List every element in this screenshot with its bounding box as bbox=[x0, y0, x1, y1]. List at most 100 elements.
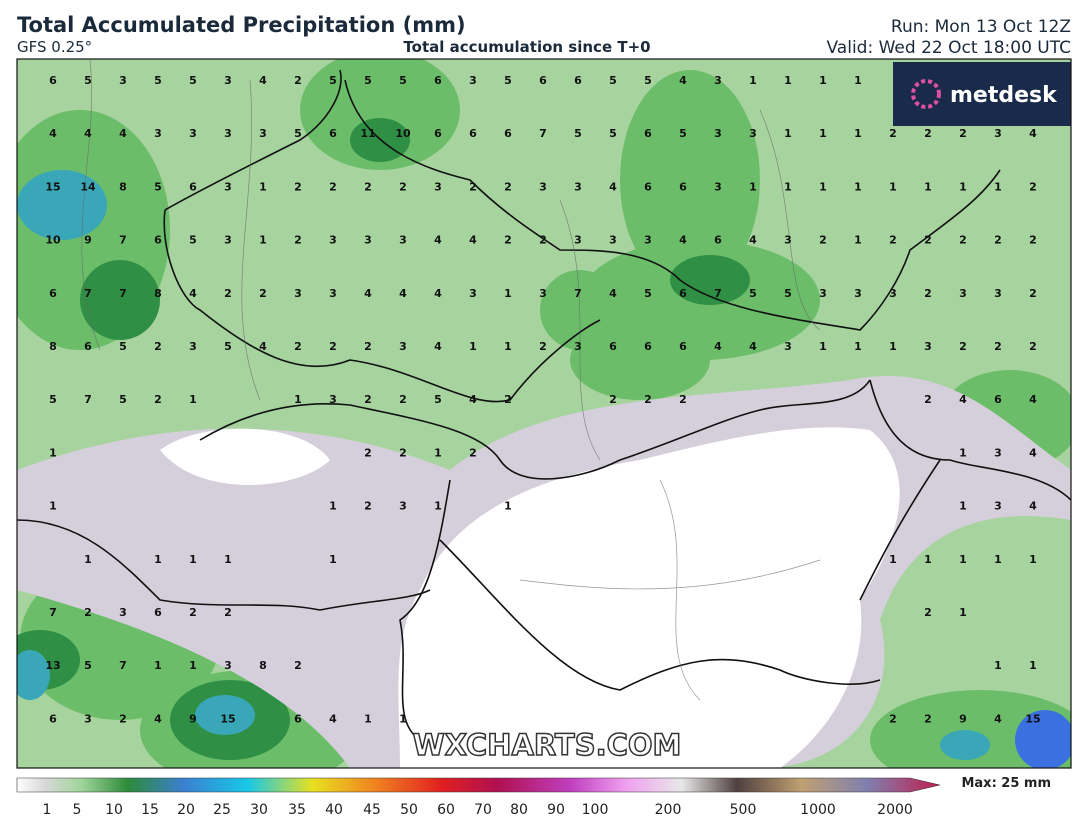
colorbar-tick-label: 60 bbox=[437, 802, 455, 818]
grid-value: 5 bbox=[679, 127, 687, 140]
grid-value: 1 bbox=[189, 553, 197, 566]
grid-value: 3 bbox=[889, 287, 897, 300]
regions bbox=[81, 59, 821, 701]
grid-value: 3 bbox=[574, 340, 582, 353]
grid-value: 3 bbox=[574, 180, 582, 193]
grid-value: 4 bbox=[434, 234, 442, 247]
grid-value: 6 bbox=[434, 127, 442, 140]
grid-value: 6 bbox=[609, 340, 617, 353]
grid-value: 8 bbox=[154, 287, 162, 300]
colorbar-tick-label: 35 bbox=[288, 802, 306, 818]
grid-value: 1 bbox=[49, 446, 57, 459]
grid-value: 2 bbox=[819, 234, 827, 247]
title: Total Accumulated Precipitation (mm) bbox=[17, 13, 466, 37]
grid-value: 2 bbox=[504, 180, 512, 193]
grid-value: 1 bbox=[784, 180, 792, 193]
colorbar-max: Max: 25 mm bbox=[961, 776, 1051, 791]
colorbar-tick-label: 90 bbox=[547, 802, 565, 818]
grid-value: 1 bbox=[889, 553, 897, 566]
grid-value: 3 bbox=[224, 74, 232, 87]
grid-value: 7 bbox=[714, 287, 722, 300]
grid-value: 3 bbox=[784, 234, 792, 247]
grid-value: 1 bbox=[959, 606, 967, 619]
grid-value: 2 bbox=[154, 340, 162, 353]
grid-value: 3 bbox=[714, 74, 722, 87]
grid-value: 4 bbox=[119, 127, 127, 140]
grid-value: 5 bbox=[399, 74, 407, 87]
grid-value: 7 bbox=[84, 287, 92, 300]
grid-value: 7 bbox=[119, 287, 127, 300]
grid-value: 2 bbox=[1029, 340, 1037, 353]
grid-value: 2 bbox=[504, 234, 512, 247]
colorbar-tick-label: 10 bbox=[105, 802, 123, 818]
grid-value: 3 bbox=[189, 127, 197, 140]
grid-value: 3 bbox=[959, 287, 967, 300]
grid-value: 3 bbox=[434, 180, 442, 193]
grid-value: 4 bbox=[1029, 500, 1037, 513]
colorbar-tick-label: 5 bbox=[73, 802, 82, 818]
colorbar bbox=[16, 777, 941, 793]
model: GFS 0.25° bbox=[17, 38, 92, 56]
grid-value: 3 bbox=[329, 287, 337, 300]
grid-value: 2 bbox=[889, 712, 897, 725]
grid-value: 1 bbox=[189, 659, 197, 672]
grid-value: 6 bbox=[154, 606, 162, 619]
grid-value: 5 bbox=[224, 340, 232, 353]
grid-values: 6 5 3 5 5 3 4 2 5 5 5 6 3 5 6 6 5 5 4 3 1 1 1 14 4 4 3 3 3 3 5 6 11 10 6 6 6… bbox=[45, 74, 1040, 725]
colorbar-tick-label: 40 bbox=[325, 802, 343, 818]
grid-value: 6 bbox=[49, 712, 57, 725]
grid-value: 3 bbox=[854, 287, 862, 300]
grid-value: 5 bbox=[119, 393, 127, 406]
grid-value: 1 bbox=[819, 180, 827, 193]
colorbar-tick-label: 2000 bbox=[877, 802, 913, 818]
grid-value: 1 bbox=[189, 393, 197, 406]
grid-value: 3 bbox=[469, 74, 477, 87]
watermark: WXCHARTS.COM bbox=[413, 728, 682, 762]
grid-value: 2 bbox=[924, 234, 932, 247]
grid-value: 1 bbox=[959, 553, 967, 566]
grid-value: 2 bbox=[1029, 287, 1037, 300]
grid-value: 5 bbox=[154, 180, 162, 193]
colorbar-tick-label: 15 bbox=[141, 802, 159, 818]
grid-value: 4 bbox=[679, 234, 687, 247]
grid-value: 4 bbox=[609, 287, 617, 300]
grid-value: 9 bbox=[189, 712, 197, 725]
grid-value: 7 bbox=[119, 659, 127, 672]
grid-value: 4 bbox=[399, 287, 407, 300]
grid-value: 1 bbox=[469, 340, 477, 353]
logo-text: metdesk bbox=[950, 83, 1058, 108]
grid-value: 13 bbox=[45, 659, 60, 672]
colorbar-tick-label: 25 bbox=[213, 802, 231, 818]
grid-value: 6 bbox=[574, 74, 582, 87]
grid-value: 4 bbox=[364, 287, 372, 300]
grid-value: 6 bbox=[644, 127, 652, 140]
grid-value: 2 bbox=[1029, 180, 1037, 193]
grid-value: 1 bbox=[504, 340, 512, 353]
grid-value: 5 bbox=[609, 127, 617, 140]
grid-value: 2 bbox=[364, 500, 372, 513]
grid-value: 3 bbox=[994, 127, 1002, 140]
grid-value: 3 bbox=[819, 287, 827, 300]
grid-value: 1 bbox=[84, 553, 92, 566]
grid-value: 2 bbox=[539, 234, 547, 247]
grid-value: 4 bbox=[469, 234, 477, 247]
grid-value: 1 bbox=[959, 446, 967, 459]
grid-value: 2 bbox=[924, 606, 932, 619]
grid-value: 1 bbox=[399, 712, 407, 725]
dry-area-west bbox=[160, 428, 330, 485]
grid-value: 2 bbox=[1029, 234, 1037, 247]
grid-value: 5 bbox=[644, 74, 652, 87]
grid-value: 9 bbox=[959, 712, 967, 725]
grid-value: 1 bbox=[889, 340, 897, 353]
grid-value: 1 bbox=[994, 659, 1002, 672]
grid-value: 4 bbox=[469, 393, 477, 406]
grid-value: 1 bbox=[329, 500, 337, 513]
grid-value: 5 bbox=[49, 393, 57, 406]
grid-value: 1 bbox=[959, 500, 967, 513]
logo-box bbox=[893, 62, 1071, 126]
grid-value: 2 bbox=[889, 234, 897, 247]
grid-value: 2 bbox=[539, 340, 547, 353]
grid-value: 15 bbox=[220, 712, 235, 725]
grid-value: 3 bbox=[84, 712, 92, 725]
grid-value: 5 bbox=[119, 340, 127, 353]
